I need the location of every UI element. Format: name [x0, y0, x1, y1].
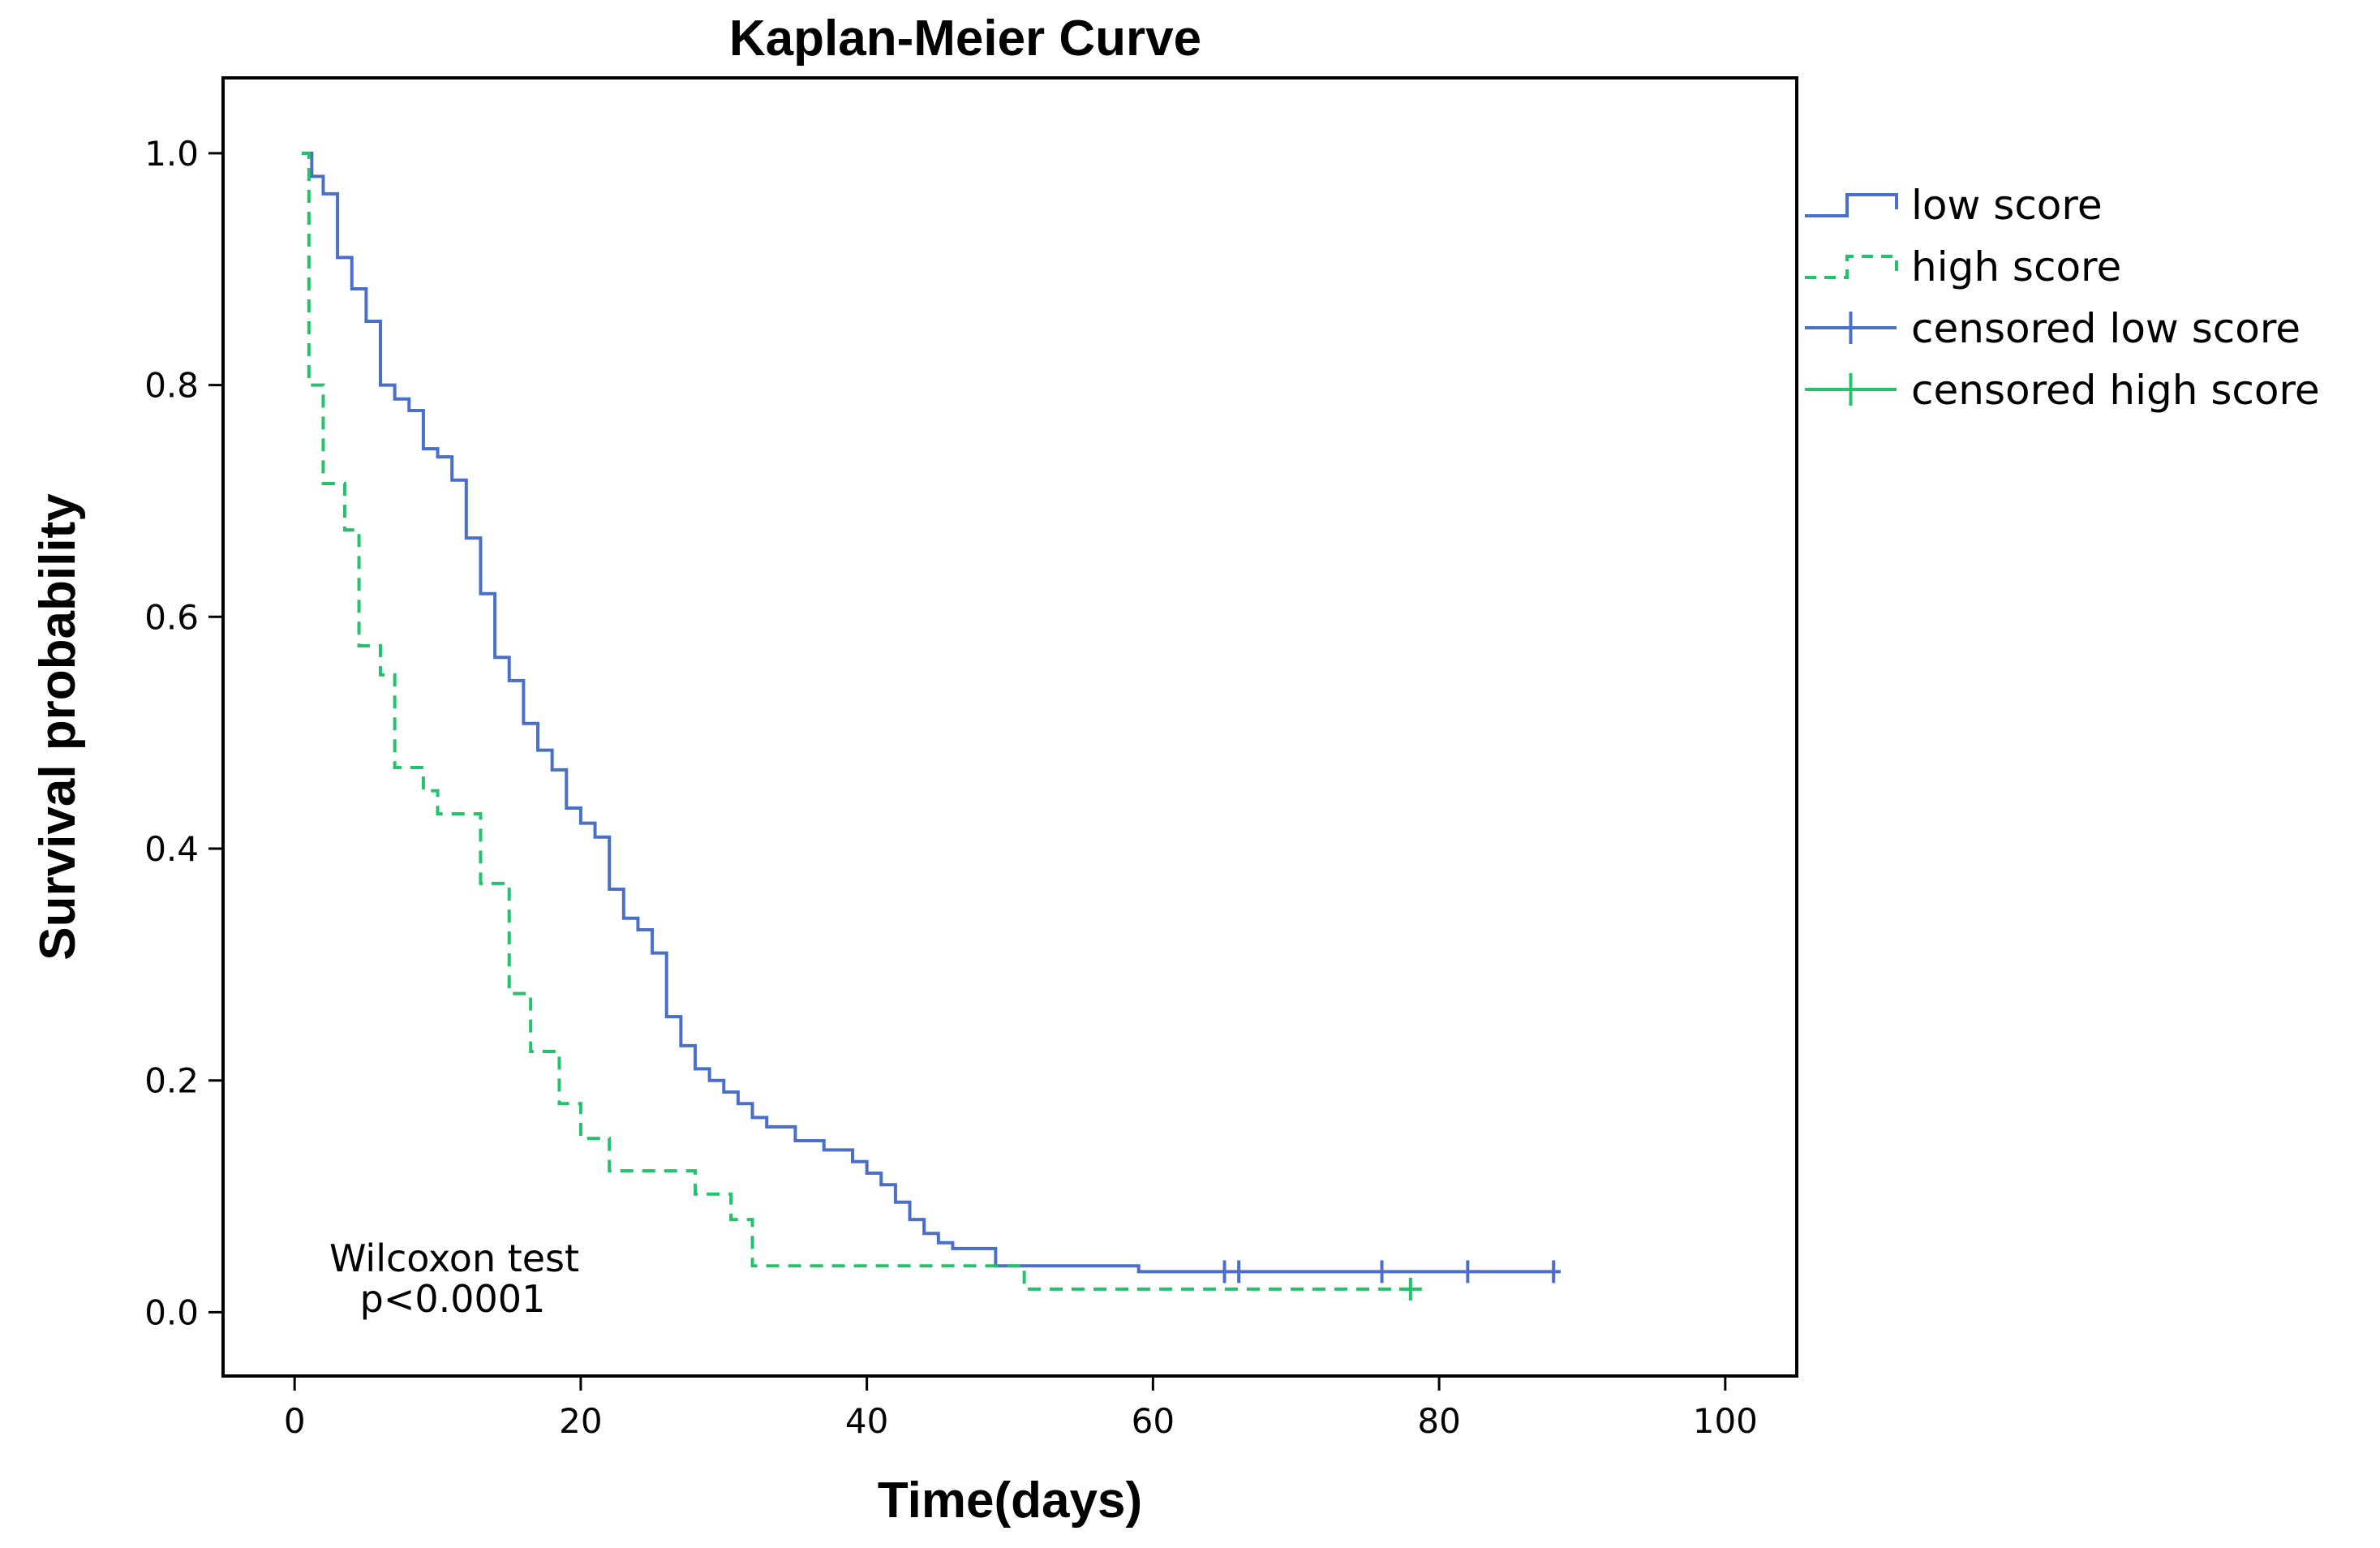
legend-swatch [1805, 255, 1898, 279]
y-tick-label: 0.0 [144, 1292, 199, 1332]
y-tick-label: 0.4 [144, 829, 199, 869]
y-tick-label: 0.2 [144, 1061, 199, 1101]
y-tick-label: 0.6 [144, 597, 199, 637]
x-tick-label: 40 [845, 1401, 888, 1441]
plot-frame [221, 76, 1798, 1378]
y-tick-label: 1.0 [144, 134, 199, 174]
annotation-line-2: p<0.0001 [360, 1277, 546, 1321]
high-score-curve [302, 151, 1411, 1291]
legend-item: censored low score [1805, 305, 2301, 352]
legend-item: high score [1805, 243, 2121, 290]
legend-item: low score [1805, 182, 2103, 229]
legend: low score high score censored low score cen… [1805, 182, 2320, 414]
legend-label: low score [1911, 182, 2103, 229]
x-axis: 0 20 40 60 80 100 [284, 1376, 1758, 1441]
legend-label: censored low score [1911, 305, 2301, 352]
x-tick-label: 80 [1417, 1401, 1460, 1441]
x-axis-label: Time(days) [878, 1473, 1142, 1529]
series-layer [302, 151, 1561, 1301]
x-tick-label: 60 [1132, 1401, 1175, 1441]
x-tick-label: 0 [284, 1401, 306, 1441]
wilcoxon-annotation: Wilcoxon test p<0.0001 [329, 1236, 579, 1321]
x-tick-label: 100 [1693, 1401, 1758, 1441]
legend-item: censored high score [1805, 367, 2320, 414]
chart-title: Kaplan-Meier Curve [729, 11, 1201, 67]
y-axis-label: Survival probability [30, 493, 86, 961]
legend-label: high score [1911, 243, 2121, 290]
low-score-curve [302, 151, 1561, 1274]
y-tick-label: 0.8 [144, 366, 199, 406]
legend-swatch [1805, 193, 1898, 217]
legend-label: censored high score [1911, 367, 2320, 414]
y-axis: 0.0 0.2 0.4 0.6 0.8 1.0 [144, 134, 223, 1332]
annotation-line-1: Wilcoxon test [329, 1236, 579, 1280]
x-tick-label: 20 [559, 1401, 602, 1441]
